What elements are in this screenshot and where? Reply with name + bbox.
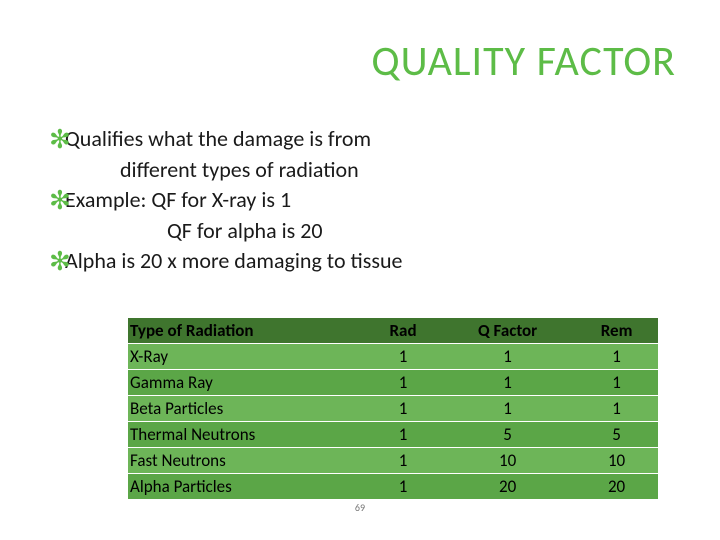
table-row: Alpha Particles12020: [128, 474, 658, 500]
slide: QUALITY FACTOR ✻Qualifies what the damag…: [0, 0, 720, 540]
table-cell: 1: [366, 370, 440, 396]
table-cell: 1: [440, 370, 575, 396]
table-cell: 1: [366, 422, 440, 448]
table-cell: 1: [366, 474, 440, 500]
slide-title: QUALITY FACTOR: [371, 36, 676, 87]
bullet-text: Example: QF for X-ray is 1: [65, 186, 291, 213]
qf-table: Type of Radiation Rad Q Factor Rem X-Ray…: [128, 318, 658, 499]
table-row: Fast Neutrons11010: [128, 448, 658, 474]
table-header-row: Type of Radiation Rad Q Factor Rem: [128, 318, 658, 344]
bullet-line: different types of radiation: [52, 156, 676, 184]
table-row: X-Ray111: [128, 344, 658, 370]
bullet-text: Qualifies what the damage is from: [65, 125, 371, 152]
bullet-line: QF for alpha is 20: [52, 217, 676, 245]
table-cell: Beta Particles: [128, 396, 366, 422]
table-cell: 1: [440, 344, 575, 370]
bullet-list: ✻Qualifies what the damage is from diffe…: [52, 125, 676, 278]
table-row: Beta Particles111: [128, 396, 658, 422]
bullet-asterisk-icon: ✻: [49, 248, 65, 274]
table-row: Gamma Ray111: [128, 370, 658, 396]
table-cell: Gamma Ray: [128, 370, 366, 396]
bullet-line: ✻Alpha is 20 x more damaging to tissue: [52, 247, 676, 276]
bullet-text: QF for alpha is 20: [167, 217, 323, 244]
bullet-line: ✻Example: QF for X-ray is 1: [52, 186, 676, 215]
page-number: 69: [355, 501, 365, 514]
qf-table-element: Type of Radiation Rad Q Factor Rem X-Ray…: [128, 318, 658, 499]
table-cell: X-Ray: [128, 344, 366, 370]
table-header-cell: Q Factor: [440, 318, 575, 344]
bullet-asterisk-icon: ✻: [49, 187, 65, 213]
bullet-asterisk-icon: ✻: [49, 126, 65, 152]
table-row: Thermal Neutrons155: [128, 422, 658, 448]
bullet-text: Alpha is 20 x more damaging to tissue: [65, 247, 403, 274]
bullet-text: different types of radiation: [120, 156, 359, 183]
table-cell: 1: [575, 370, 658, 396]
table-cell: 5: [440, 422, 575, 448]
table-cell: 1: [366, 448, 440, 474]
table-cell: 10: [575, 448, 658, 474]
table-cell: Fast Neutrons: [128, 448, 366, 474]
table-cell: 1: [575, 396, 658, 422]
table-header-cell: Rem: [575, 318, 658, 344]
table-cell: Alpha Particles: [128, 474, 366, 500]
table-cell: 10: [440, 448, 575, 474]
table-body: X-Ray111Gamma Ray111Beta Particles111The…: [128, 344, 658, 500]
table-cell: 1: [366, 344, 440, 370]
table-cell: Thermal Neutrons: [128, 422, 366, 448]
table-cell: 5: [575, 422, 658, 448]
table-cell: 20: [575, 474, 658, 500]
table-cell: 1: [366, 396, 440, 422]
table-cell: 1: [575, 344, 658, 370]
table-header-cell: Rad: [366, 318, 440, 344]
table-cell: 20: [440, 474, 575, 500]
table-cell: 1: [440, 396, 575, 422]
table-header-cell: Type of Radiation: [128, 318, 366, 344]
bullet-line: ✻Qualifies what the damage is from: [52, 125, 676, 154]
